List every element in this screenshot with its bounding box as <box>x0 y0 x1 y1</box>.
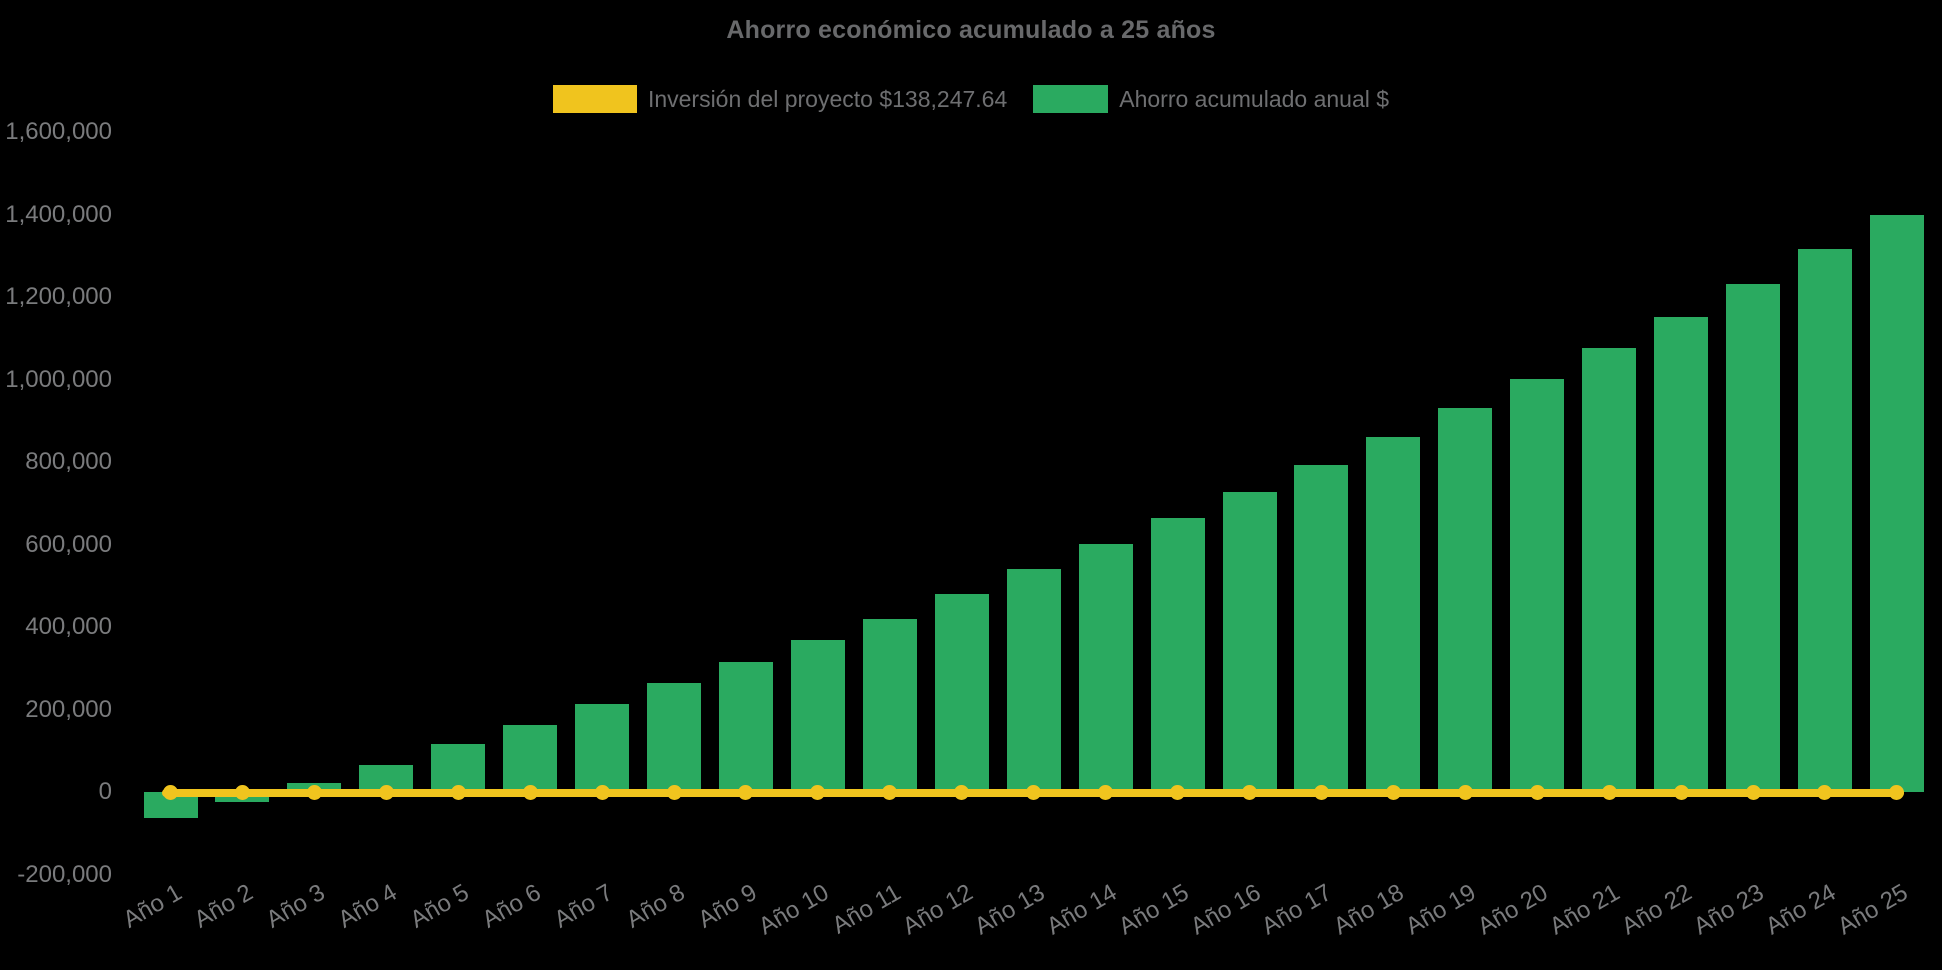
inversion-point-año-25[interactable] <box>1889 785 1905 800</box>
inversion-point-año-23[interactable] <box>1745 785 1761 800</box>
bar-ahorro-año-25[interactable] <box>1869 214 1924 792</box>
bar-ahorro-año-17[interactable] <box>1294 464 1349 792</box>
inversion-point-año-16[interactable] <box>1242 785 1257 800</box>
inversion-point-año-10[interactable] <box>810 785 826 800</box>
bar-ahorro-año-16[interactable] <box>1222 492 1277 792</box>
inversion-point-año-8[interactable] <box>666 785 682 800</box>
y-tick-label-1600000: 1,600,000 <box>5 118 112 145</box>
bar-ahorro-año-24[interactable] <box>1797 248 1852 792</box>
inversion-point-año-15[interactable] <box>1170 785 1185 800</box>
inversion-point-año-14[interactable] <box>1098 785 1114 800</box>
bar-ahorro-año-21[interactable] <box>1582 347 1637 792</box>
bar-ahorro-año-7[interactable] <box>575 704 630 792</box>
ahorro-legend-swatch-icon <box>1033 85 1109 113</box>
inversion-point-año-13[interactable] <box>1026 785 1042 800</box>
inversion-point-año-19[interactable] <box>1457 785 1473 800</box>
bar-ahorro-año-14[interactable] <box>1078 544 1133 792</box>
bar-ahorro-año-10[interactable] <box>790 640 845 792</box>
legend-item-inversion[interactable]: Inversión del proyecto $138,247.64 <box>552 85 1008 113</box>
inversion-point-año-3[interactable] <box>306 785 322 800</box>
y-tick-label-1200000: 1,200,000 <box>5 283 112 310</box>
inversion-point-año-22[interactable] <box>1673 785 1689 800</box>
y-tick-label-800000: 800,000 <box>25 448 112 475</box>
bar-ahorro-año-8[interactable] <box>647 682 701 792</box>
inversion-point-año-2[interactable] <box>234 785 250 800</box>
inversion-point-año-12[interactable] <box>954 785 970 800</box>
inversion-point-año-9[interactable] <box>738 785 754 800</box>
inversion-point-año-21[interactable] <box>1601 785 1617 800</box>
inversion-point-año-11[interactable] <box>882 785 898 800</box>
bar-ahorro-año-11[interactable] <box>862 618 917 793</box>
inversion-point-año-24[interactable] <box>1817 785 1833 800</box>
inversion-point-año-20[interactable] <box>1529 785 1545 800</box>
chart-title: Ahorro económico acumulado a 25 años <box>726 16 1216 44</box>
bar-ahorro-año-13[interactable] <box>1006 568 1061 792</box>
bar-ahorro-año-15[interactable] <box>1150 518 1205 792</box>
bar-ahorro-año-6[interactable] <box>503 724 558 792</box>
inversion-legend-swatch-icon <box>552 85 637 113</box>
inversion-point-año-5[interactable] <box>450 785 466 800</box>
y-tick-label-400000: 400,000 <box>25 613 112 640</box>
inversion-point-año-18[interactable] <box>1385 785 1401 800</box>
y-tick-label-1000000: 1,000,000 <box>5 365 112 393</box>
y-tick-label--200000: -200,000 <box>17 860 112 888</box>
legend-label-ahorro: Ahorro acumulado anual $ <box>1119 86 1390 112</box>
bar-ahorro-año-22[interactable] <box>1654 316 1708 792</box>
inversion-point-año-4[interactable] <box>378 785 394 800</box>
inversion-point-año-1[interactable] <box>163 785 178 800</box>
inversion-point-año-6[interactable] <box>522 785 538 800</box>
legend: Inversión del proyecto $138,247.64 Ahorro… <box>0 85 1942 113</box>
y-tick-label-200000: 200,000 <box>25 695 112 723</box>
bar-ahorro-año-18[interactable] <box>1366 436 1421 792</box>
y-tick-label-600000: 600,000 <box>25 530 112 558</box>
bar-ahorro-año-20[interactable] <box>1510 379 1565 792</box>
y-tick-label-0: 0 <box>98 778 112 805</box>
legend-label-inversion: Inversión del proyecto $138,247.64 <box>647 86 1008 112</box>
legend-item-ahorro[interactable]: Ahorro acumulado anual $ <box>1033 85 1389 113</box>
bar-ahorro-año-12[interactable] <box>934 594 989 792</box>
inversion-point-año-17[interactable] <box>1313 785 1329 800</box>
bar-ahorro-año-9[interactable] <box>718 661 773 792</box>
bar-ahorro-año-23[interactable] <box>1726 283 1780 792</box>
bar-ahorro-año-5[interactable] <box>431 744 486 792</box>
bar-ahorro-año-19[interactable] <box>1438 408 1493 792</box>
inversion-point-año-7[interactable] <box>594 785 610 800</box>
y-tick-label-1400000: 1,400,000 <box>5 200 112 228</box>
